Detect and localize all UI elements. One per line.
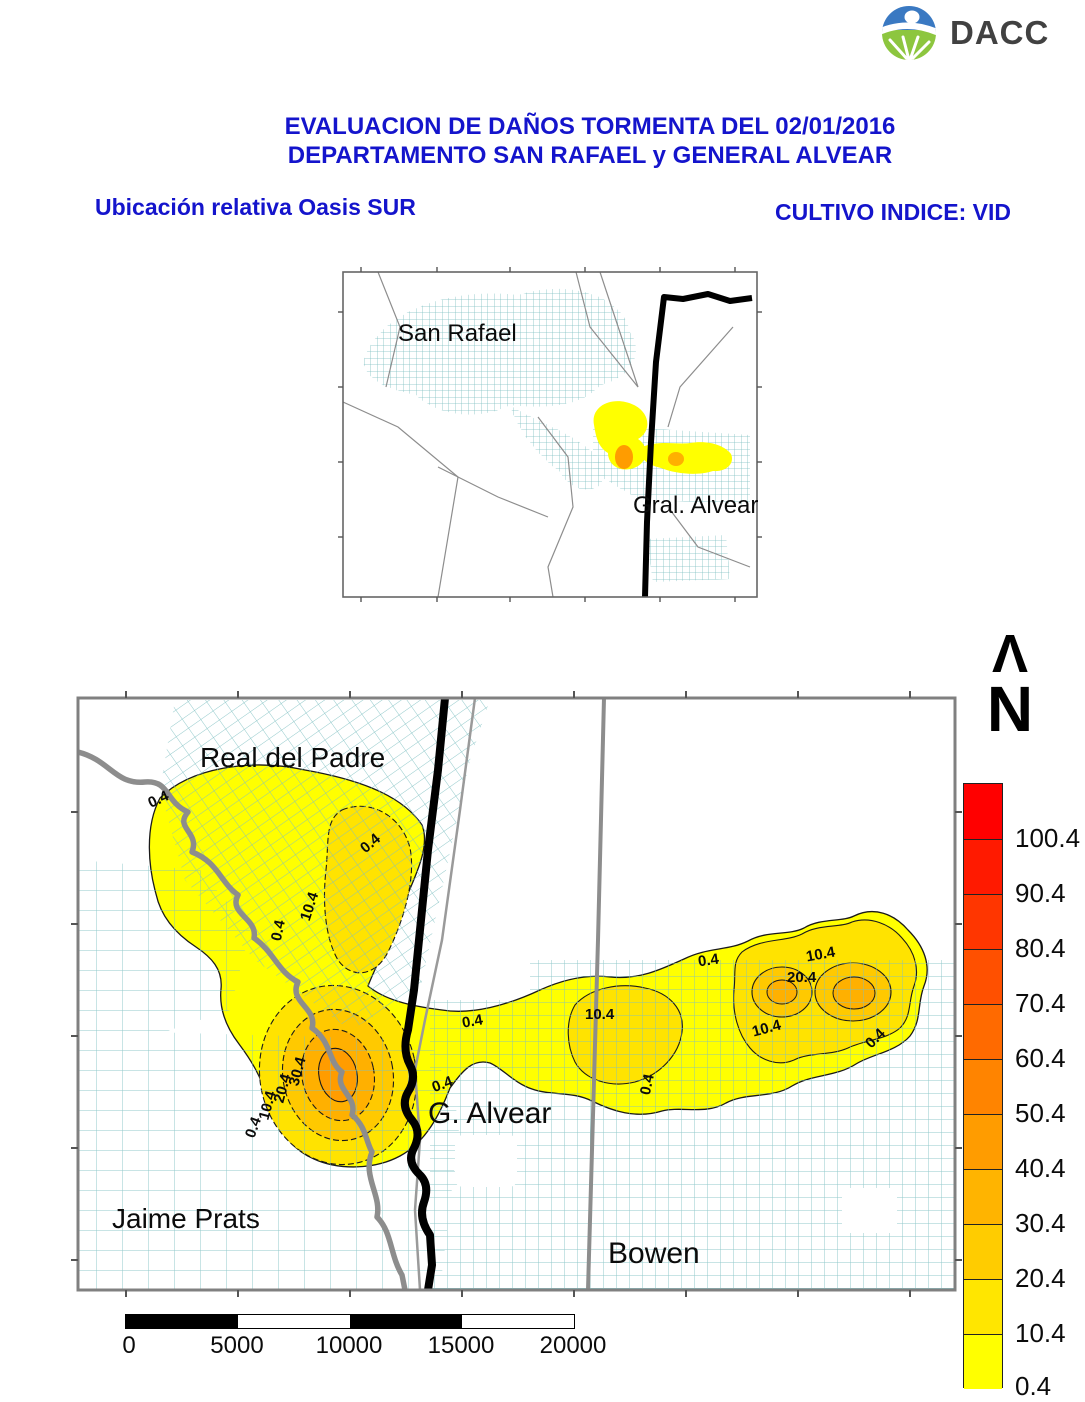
legend-cell	[964, 1334, 1002, 1389]
map-label-real-del-padre: Real del Padre	[200, 742, 386, 773]
scale-tick-label: 5000	[210, 1332, 264, 1359]
main-map-ticks	[71, 691, 962, 1297]
inset-map	[338, 267, 762, 602]
map-label-bowen: Bowen	[608, 1237, 700, 1270]
scale-bar-segments	[125, 1314, 575, 1329]
north-label: N	[986, 673, 1034, 745]
logo-wordmark: DACC	[950, 14, 1050, 51]
scale-tick-label: 15000	[427, 1332, 495, 1359]
inset-damage-blob-east	[638, 442, 733, 474]
legend-cell	[964, 1279, 1002, 1334]
legend-value: 0.4	[1015, 1371, 1052, 1401]
legend-cell	[964, 1169, 1002, 1224]
legend-cell	[964, 839, 1002, 894]
legend-cell	[964, 1004, 1002, 1059]
legend-bar	[963, 783, 1003, 1389]
secondary-road	[413, 698, 477, 1290]
page-title: EVALUACION DE DAÑOS TORMENTA DEL 02/01/2…	[180, 112, 1000, 170]
title-line-2: DEPARTAMENTO SAN RAFAEL y GENERAL ALVEAR	[287, 142, 893, 169]
north-chevron-icon: Λ	[991, 624, 1029, 684]
inset-damage-blob-west	[593, 401, 648, 470]
north-arrow: Λ N	[972, 624, 1048, 745]
inset-damage-core-east	[668, 452, 684, 466]
inset-label-san-rafael: San Rafael	[398, 320, 517, 347]
inset-roads	[343, 272, 751, 597]
map-scale-bar: 0 5000 10000 15000 20000	[122, 1314, 606, 1360]
inset-ticks	[338, 267, 762, 602]
scale-segment	[462, 1315, 574, 1328]
inset-parcels-san-rafael	[363, 288, 637, 415]
subtitle-crop-index: CULTIVO INDICE: VID	[775, 199, 1011, 225]
legend-value: 90.4	[1015, 878, 1066, 908]
river-line	[78, 749, 408, 1290]
dacc-logo-icon	[882, 6, 936, 60]
scale-segment	[126, 1315, 238, 1328]
legend-cell	[964, 894, 1002, 949]
inset-label-gral-alvear: Gral. Alvear	[633, 492, 759, 519]
legend-value: 30.4	[1015, 1208, 1066, 1238]
department-boundary	[586, 698, 606, 1290]
town-area-g-alvear	[455, 1135, 517, 1187]
map-label-g-alvear: G. Alvear	[428, 1097, 552, 1130]
inset-map-border	[342, 271, 758, 598]
inset-damage-core-west	[615, 445, 633, 469]
dacc-logo: DACC	[878, 4, 1049, 62]
scale-segment	[238, 1315, 350, 1328]
legend-cell	[964, 1224, 1002, 1279]
town-area-bowen	[842, 1188, 897, 1233]
legend-cell	[964, 1114, 1002, 1169]
legend-cell	[964, 784, 1002, 839]
legend-value: 80.4	[1015, 933, 1066, 963]
main-map	[71, 691, 962, 1297]
scale-tick-label: 10000	[315, 1332, 383, 1359]
map-label-jaime-prats: Jaime Prats	[112, 1203, 260, 1234]
legend-cell	[964, 949, 1002, 1004]
legend-value: 100.4	[1015, 823, 1081, 853]
legend-value: 20.4	[1015, 1263, 1066, 1293]
legend-value: 50.4	[1015, 1098, 1066, 1128]
route-line	[400, 698, 449, 1290]
contour-label: 0.4	[460, 1011, 485, 1032]
scale-segment	[350, 1315, 462, 1328]
subtitle-location: Ubicación relativa Oasis SUR	[95, 194, 416, 220]
contour-label: 0.4	[696, 950, 720, 971]
scale-tick-label: 20000	[539, 1332, 607, 1359]
title-line-1: EVALUACION DE DAÑOS TORMENTA DEL 02/01/2…	[284, 113, 896, 140]
legend-value: 10.4	[1015, 1318, 1066, 1348]
contour-label: 10.4	[585, 1006, 615, 1023]
scale-tick-label: 0	[122, 1332, 136, 1359]
damage-color-scale: 100.4 90.4 80.4 70.4 60.4 50.4 40.4 30.4…	[963, 783, 1085, 1401]
legend-value: 60.4	[1015, 1043, 1066, 1073]
contour-label: 20.4	[787, 969, 817, 986]
legend-value: 40.4	[1015, 1153, 1066, 1183]
legend-value: 70.4	[1015, 988, 1066, 1018]
legend-cell	[964, 1059, 1002, 1114]
main-map-border	[76, 696, 957, 1292]
inset-route-line	[642, 291, 753, 597]
